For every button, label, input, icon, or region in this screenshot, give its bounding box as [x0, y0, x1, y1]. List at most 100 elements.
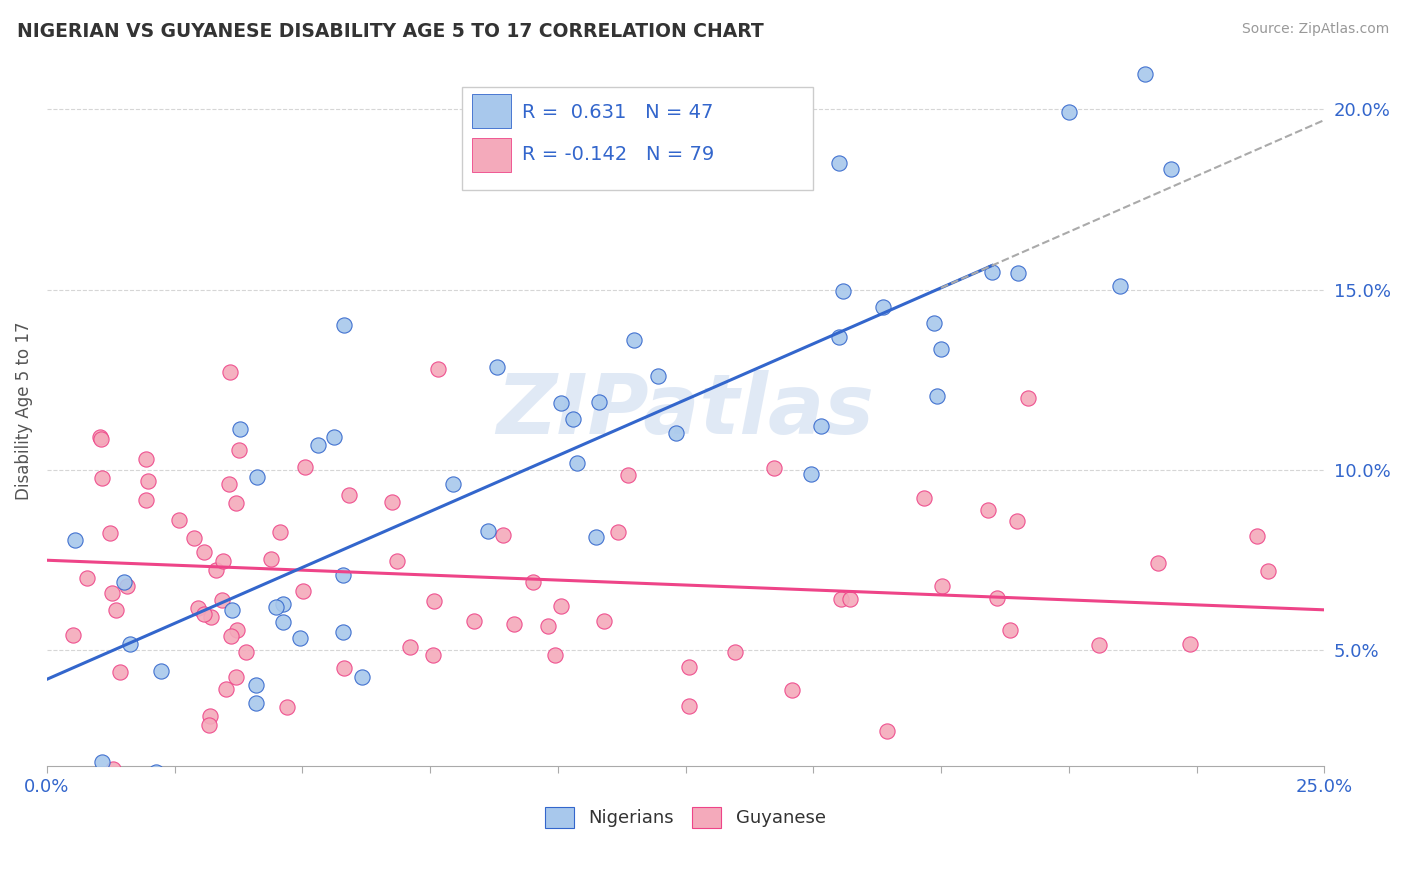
Point — [145, 764, 167, 779]
Point — [1017, 391, 1039, 405]
Point — [986, 591, 1008, 605]
Point — [167, 513, 190, 527]
Point — [427, 362, 450, 376]
Point — [205, 564, 228, 578]
Point — [800, 467, 823, 482]
Point — [90, 432, 112, 446]
Point — [1246, 528, 1268, 542]
Point — [193, 545, 215, 559]
Point — [221, 603, 243, 617]
Point — [350, 670, 373, 684]
Point — [200, 609, 222, 624]
Legend: Nigerians, Guyanese: Nigerians, Guyanese — [538, 800, 832, 835]
Point — [931, 579, 953, 593]
Point — [503, 617, 526, 632]
Point — [226, 623, 249, 637]
Point — [399, 640, 422, 655]
Text: ZIPatlas: ZIPatlas — [496, 370, 875, 451]
Point — [63, 533, 86, 547]
Point — [810, 419, 832, 434]
Point — [135, 493, 157, 508]
Point — [491, 528, 513, 542]
Point — [537, 619, 560, 633]
Point — [288, 631, 311, 645]
Point — [585, 530, 607, 544]
Text: Source: ZipAtlas.com: Source: ZipAtlas.com — [1241, 22, 1389, 37]
Point — [225, 670, 247, 684]
Point — [229, 422, 252, 436]
Point — [136, 474, 159, 488]
Point — [876, 723, 898, 738]
Point — [115, 579, 138, 593]
Point — [924, 317, 946, 331]
Point — [724, 644, 747, 658]
Point — [983, 785, 1005, 799]
Point — [544, 648, 567, 663]
FancyBboxPatch shape — [463, 87, 813, 190]
Point — [422, 648, 444, 662]
Point — [839, 592, 862, 607]
Point — [271, 615, 294, 629]
Point — [998, 624, 1021, 638]
Point — [477, 524, 499, 538]
Point — [332, 625, 354, 640]
Point — [1135, 67, 1157, 81]
Point — [1109, 278, 1132, 293]
Point — [193, 607, 215, 621]
Point — [593, 614, 616, 628]
Point — [264, 599, 287, 614]
Point — [307, 438, 329, 452]
Point — [567, 456, 589, 470]
Point — [89, 430, 111, 444]
Point — [294, 460, 316, 475]
Point — [91, 755, 114, 769]
Point — [101, 586, 124, 600]
Point — [211, 593, 233, 607]
Point — [925, 389, 948, 403]
Point — [308, 787, 330, 801]
Point — [929, 342, 952, 356]
Point — [1178, 637, 1201, 651]
Point — [977, 502, 1000, 516]
Point — [588, 394, 610, 409]
Point — [101, 762, 124, 776]
Point — [235, 645, 257, 659]
Point — [108, 665, 131, 679]
Point — [245, 696, 267, 710]
Text: NIGERIAN VS GUYANESE DISABILITY AGE 5 TO 17 CORRELATION CHART: NIGERIAN VS GUYANESE DISABILITY AGE 5 TO… — [17, 22, 763, 41]
Point — [1007, 266, 1029, 280]
Point — [211, 554, 233, 568]
Point — [830, 592, 852, 607]
Point — [762, 461, 785, 475]
Point — [135, 451, 157, 466]
Point — [91, 471, 114, 485]
Point — [291, 584, 314, 599]
Point — [678, 660, 700, 674]
Point — [562, 412, 585, 426]
Text: R = -0.142   N = 79: R = -0.142 N = 79 — [522, 145, 714, 164]
Point — [228, 442, 250, 457]
Point — [322, 430, 344, 444]
Point — [617, 467, 640, 482]
Point — [187, 600, 209, 615]
Point — [62, 627, 84, 641]
Point — [678, 699, 700, 714]
Point — [381, 495, 404, 509]
Point — [780, 683, 803, 698]
Point — [463, 614, 485, 628]
Y-axis label: Disability Age 5 to 17: Disability Age 5 to 17 — [15, 321, 32, 500]
Point — [246, 469, 269, 483]
Point — [118, 637, 141, 651]
Point — [333, 660, 356, 674]
Point — [485, 360, 508, 375]
Point — [1160, 162, 1182, 177]
Point — [105, 603, 128, 617]
Point — [385, 554, 408, 568]
Point — [183, 531, 205, 545]
Point — [271, 597, 294, 611]
Point — [225, 496, 247, 510]
Point — [245, 678, 267, 692]
Point — [269, 524, 291, 539]
Point — [828, 330, 851, 344]
Point — [218, 366, 240, 380]
